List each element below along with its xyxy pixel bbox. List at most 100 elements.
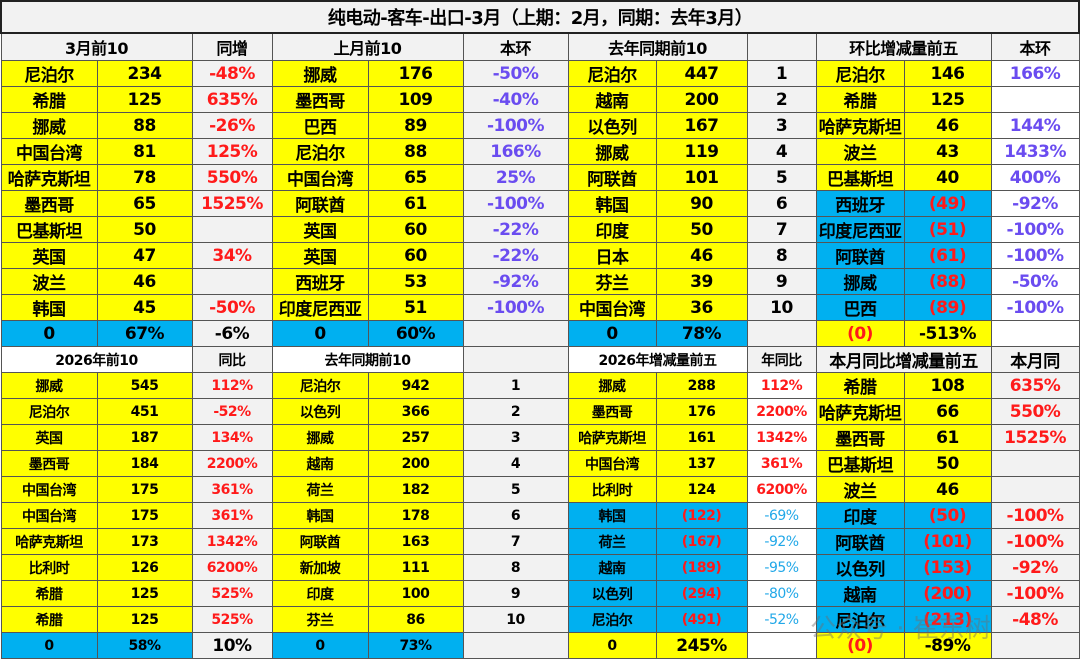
table-cell[interactable]: -95% — [746, 554, 817, 581]
table-cell[interactable]: 61 — [903, 424, 992, 451]
table-cell[interactable]: 635% — [990, 372, 1080, 399]
column-header[interactable]: 本环 — [990, 32, 1080, 61]
table-cell[interactable] — [990, 86, 1080, 113]
column-header[interactable] — [462, 346, 569, 373]
table-cell[interactable]: 125% — [191, 138, 273, 165]
table-cell[interactable]: 124 — [655, 476, 748, 503]
table-cell[interactable]: 184 — [96, 450, 193, 477]
table-cell[interactable]: 109 — [367, 86, 464, 113]
table-cell[interactable]: 比利时 — [0, 554, 98, 581]
table-cell[interactable]: 4 — [462, 450, 569, 477]
table-cell[interactable]: 中国台湾 — [0, 138, 98, 165]
table-cell[interactable]: (101) — [903, 528, 992, 555]
table-cell[interactable]: -100% — [462, 294, 569, 321]
table-cell[interactable]: -26% — [191, 112, 273, 139]
table-cell[interactable]: 451 — [96, 398, 193, 425]
table-cell[interactable]: (61) — [903, 242, 992, 269]
table-cell[interactable]: -22% — [462, 216, 569, 243]
summary-cell[interactable]: -513% — [903, 320, 992, 347]
table-cell[interactable]: 88 — [96, 112, 193, 139]
table-cell[interactable]: 525% — [191, 606, 273, 633]
table-cell[interactable]: 挪威 — [567, 138, 657, 165]
table-cell[interactable]: 125 — [903, 86, 992, 113]
table-cell[interactable]: 波兰 — [0, 268, 98, 295]
column-header[interactable]: 本环 — [462, 32, 569, 61]
summary-cell[interactable]: 60% — [367, 320, 464, 347]
table-cell[interactable]: -100% — [990, 502, 1080, 529]
table-cell[interactable]: 66 — [903, 398, 992, 425]
table-cell[interactable]: 7 — [746, 216, 817, 243]
table-cell[interactable]: 10 — [462, 606, 569, 633]
table-cell[interactable]: 6200% — [746, 476, 817, 503]
table-cell[interactable]: 6200% — [191, 554, 273, 581]
table-cell[interactable]: 257 — [367, 424, 464, 451]
table-cell[interactable]: 361% — [191, 502, 273, 529]
table-cell[interactable]: -100% — [990, 216, 1080, 243]
table-cell[interactable]: 89 — [367, 112, 464, 139]
table-cell[interactable]: 芬兰 — [567, 268, 657, 295]
summary-cell[interactable]: 10% — [191, 632, 273, 659]
table-cell[interactable]: 阿联酋 — [271, 190, 369, 217]
summary-cell[interactable]: 245% — [655, 632, 748, 659]
summary-cell[interactable]: 0 — [567, 320, 657, 347]
table-cell[interactable]: 178 — [367, 502, 464, 529]
table-cell[interactable]: -48% — [191, 60, 273, 87]
table-cell[interactable]: (167) — [655, 528, 748, 555]
table-cell[interactable]: 6 — [746, 190, 817, 217]
table-cell[interactable]: 韩国 — [271, 502, 369, 529]
table-cell[interactable]: 60 — [367, 242, 464, 269]
table-cell[interactable]: 越南 — [567, 86, 657, 113]
table-cell[interactable]: 39 — [655, 268, 748, 295]
table-cell[interactable]: -52% — [191, 398, 273, 425]
table-cell[interactable]: 942 — [367, 372, 464, 399]
table-cell[interactable]: (88) — [903, 268, 992, 295]
table-cell[interactable]: 2 — [462, 398, 569, 425]
summary-cell[interactable]: 0 — [0, 320, 98, 347]
table-cell[interactable]: 哈萨克斯坦 — [0, 528, 98, 555]
summary-cell[interactable]: 0 — [271, 320, 369, 347]
table-cell[interactable]: 中国台湾 — [567, 450, 657, 477]
table-cell[interactable]: 芬兰 — [271, 606, 369, 633]
table-cell[interactable]: 巴西 — [271, 112, 369, 139]
table-cell[interactable]: 2200% — [191, 450, 273, 477]
table-cell[interactable]: 545 — [96, 372, 193, 399]
table-cell[interactable]: 越南 — [815, 580, 905, 607]
table-cell[interactable]: 125 — [96, 86, 193, 113]
table-cell[interactable]: 5 — [746, 164, 817, 191]
table-cell[interactable]: 哈萨克斯坦 — [815, 112, 905, 139]
table-cell[interactable]: 50 — [655, 216, 748, 243]
table-cell[interactable]: 100 — [367, 580, 464, 607]
table-cell[interactable]: (491) — [655, 606, 748, 633]
table-cell[interactable]: 53 — [367, 268, 464, 295]
column-header[interactable]: 年同比 — [746, 346, 817, 373]
table-cell[interactable]: 荷兰 — [271, 476, 369, 503]
table-cell[interactable]: -92% — [462, 268, 569, 295]
table-cell[interactable]: (89) — [903, 294, 992, 321]
table-cell[interactable]: 88 — [367, 138, 464, 165]
column-header[interactable]: 2026年增减量前五 — [567, 346, 748, 373]
table-cell[interactable]: 巴基斯坦 — [815, 164, 905, 191]
table-cell[interactable]: 288 — [655, 372, 748, 399]
column-header[interactable]: 2026年前10 — [0, 346, 193, 373]
table-cell[interactable]: 182 — [367, 476, 464, 503]
summary-cell[interactable] — [462, 632, 569, 659]
table-cell[interactable]: 印度尼西亚 — [815, 216, 905, 243]
table-cell[interactable]: 挪威 — [0, 112, 98, 139]
table-cell[interactable]: 英国 — [0, 242, 98, 269]
table-cell[interactable]: 176 — [367, 60, 464, 87]
table-cell[interactable]: 阿联酋 — [567, 164, 657, 191]
table-cell[interactable]: -69% — [746, 502, 817, 529]
table-cell[interactable]: 巴基斯坦 — [0, 216, 98, 243]
table-cell[interactable]: -100% — [990, 528, 1080, 555]
summary-cell[interactable]: 67% — [96, 320, 193, 347]
table-cell[interactable]: 187 — [96, 424, 193, 451]
table-cell[interactable]: 韩国 — [567, 190, 657, 217]
table-cell[interactable]: 比利时 — [567, 476, 657, 503]
table-cell[interactable]: 越南 — [271, 450, 369, 477]
table-cell[interactable]: 46 — [903, 112, 992, 139]
table-cell[interactable]: 尼泊尔 — [271, 138, 369, 165]
table-cell[interactable]: 50 — [96, 216, 193, 243]
table-cell[interactable]: 176 — [655, 398, 748, 425]
table-cell[interactable]: 525% — [191, 580, 273, 607]
table-cell[interactable]: (49) — [903, 190, 992, 217]
